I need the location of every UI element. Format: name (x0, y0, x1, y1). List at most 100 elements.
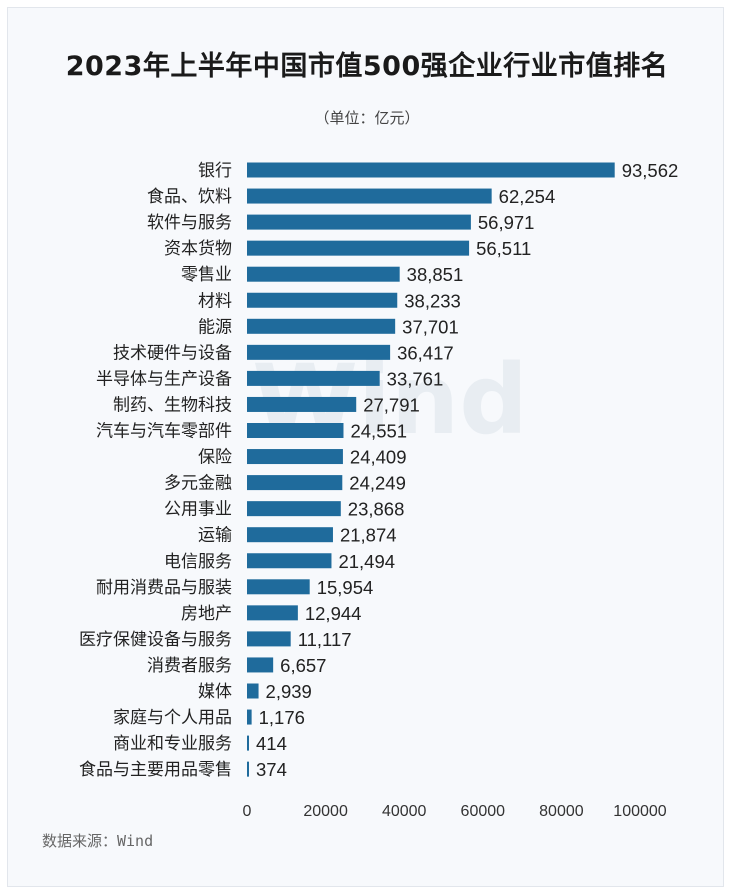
category-label: 食品与主要用品零售 (79, 760, 232, 780)
value-label: 38,851 (407, 264, 464, 285)
bar (247, 423, 344, 438)
bar (247, 370, 380, 386)
category-label: 医疗保健设备与服务 (79, 630, 232, 650)
bar (247, 318, 396, 334)
value-label: 12,944 (305, 603, 362, 624)
category-label: 零售业 (181, 265, 232, 285)
category-label: 公用事业 (164, 500, 232, 520)
value-label: 33,761 (387, 368, 444, 389)
bar-row: 家庭与个人用品 1,176 (113, 707, 305, 728)
bar (247, 475, 343, 491)
value-label: 414 (256, 733, 287, 754)
bar-row: 电信服务 21,494 (164, 551, 395, 572)
bar (247, 449, 343, 465)
bar-row: 材料 38,233 (198, 290, 461, 311)
value-label: 24,249 (349, 473, 406, 494)
bar (247, 188, 492, 204)
category-label: 软件与服务 (147, 213, 232, 233)
category-label: 电信服务 (164, 552, 232, 572)
category-label: 半导体与生产设备 (96, 369, 232, 389)
category-label: 商业和专业服务 (113, 734, 232, 754)
value-label: 24,551 (350, 421, 407, 442)
bar-row: 制药、生物科技 27,791 (113, 394, 420, 415)
bar (247, 709, 252, 725)
bar-row: 食品与主要用品零售 374 (79, 759, 287, 780)
category-label: 媒体 (198, 682, 232, 702)
x-tick-label: 60000 (461, 803, 506, 820)
bar (247, 501, 341, 517)
category-label: 汽车与汽车零部件 (96, 422, 232, 442)
value-label: 21,874 (340, 525, 397, 546)
bar (247, 553, 332, 569)
bar-row: 医疗保健设备与服务 11,117 (79, 629, 352, 650)
value-label: 93,562 (622, 160, 679, 181)
bar (247, 683, 259, 699)
bar (247, 344, 391, 360)
bar (247, 631, 291, 647)
bar-row: 商业和专业服务 414 (113, 733, 287, 754)
category-label: 运输 (198, 526, 232, 546)
category-label: 保险 (198, 448, 232, 468)
category-label: 能源 (198, 317, 232, 337)
category-label: 房地产 (181, 604, 232, 624)
category-label: 家庭与个人用品 (113, 708, 232, 728)
bar (247, 292, 398, 308)
bar-row: 银行 93,562 (198, 160, 678, 181)
value-label: 56,511 (476, 238, 531, 259)
category-label: 材料 (198, 291, 232, 311)
bar (247, 761, 249, 777)
bar-row: 多元金融 24,249 (164, 473, 406, 494)
value-label: 6,657 (280, 655, 326, 676)
bar (247, 527, 333, 543)
bar (247, 657, 274, 673)
bar-row: 运输 21,874 (198, 525, 397, 546)
value-label: 23,868 (348, 499, 405, 520)
x-tick-label: 0 (243, 803, 252, 820)
bar-row: 消费者服务 6,657 (147, 655, 326, 676)
chart-title: 2023年上半年中国市值500强企业行业市值排名 (65, 51, 669, 82)
bar-row: 技术硬件与设备 36,417 (113, 342, 454, 363)
bar (247, 579, 310, 595)
value-label: 62,254 (499, 186, 556, 207)
value-label: 37,701 (402, 316, 459, 337)
bar (247, 162, 615, 178)
value-label: 1,176 (259, 707, 305, 728)
category-label: 技术硬件与设备 (113, 343, 232, 363)
bar-row: 软件与服务 56,971 (147, 212, 534, 233)
x-tick-label: 20000 (303, 803, 348, 820)
x-tick-label: 40000 (382, 803, 427, 820)
category-label: 耐用消费品与服装 (96, 578, 232, 598)
value-label: 36,417 (397, 342, 454, 363)
bar-row: 保险 24,409 (198, 447, 407, 468)
category-label: 银行 (198, 161, 232, 181)
bar-row: 资本货物 56,511 (164, 238, 531, 259)
bar-row: 房地产 12,944 (181, 603, 361, 624)
value-label: 24,409 (350, 447, 407, 468)
bar-row: 能源 37,701 (198, 316, 459, 337)
value-label: 38,233 (404, 290, 461, 311)
bar-row: 公用事业 23,868 (164, 499, 404, 520)
bar-row: 耐用消费品与服装 15,954 (96, 577, 373, 598)
value-label: 374 (256, 759, 287, 780)
category-label: 食品、饮料 (147, 187, 232, 207)
x-tick-label: 80000 (539, 803, 584, 820)
bar (247, 240, 470, 256)
bar-row: 零售业 38,851 (181, 264, 463, 285)
bar (247, 214, 471, 230)
bar (247, 396, 357, 412)
value-label: 56,971 (478, 212, 535, 233)
chart-subtitle: （单位：亿元） (314, 109, 420, 127)
value-label: 21,494 (338, 551, 395, 572)
category-label: 多元金融 (164, 474, 232, 494)
value-label: 11,117 (298, 629, 352, 650)
category-label: 消费者服务 (147, 656, 232, 676)
bar-row: 半导体与生产设备 33,761 (96, 368, 443, 389)
value-label: 15,954 (317, 577, 374, 598)
value-label: 27,791 (363, 394, 420, 415)
category-label: 资本货物 (164, 239, 232, 259)
data-source: 数据来源：Wind (42, 832, 154, 850)
value-label: 2,939 (266, 681, 312, 702)
bar-row: 汽车与汽车零部件 24,551 (96, 421, 407, 442)
x-tick-label: 100000 (613, 803, 666, 820)
bar-row: 食品、饮料 62,254 (147, 186, 555, 207)
